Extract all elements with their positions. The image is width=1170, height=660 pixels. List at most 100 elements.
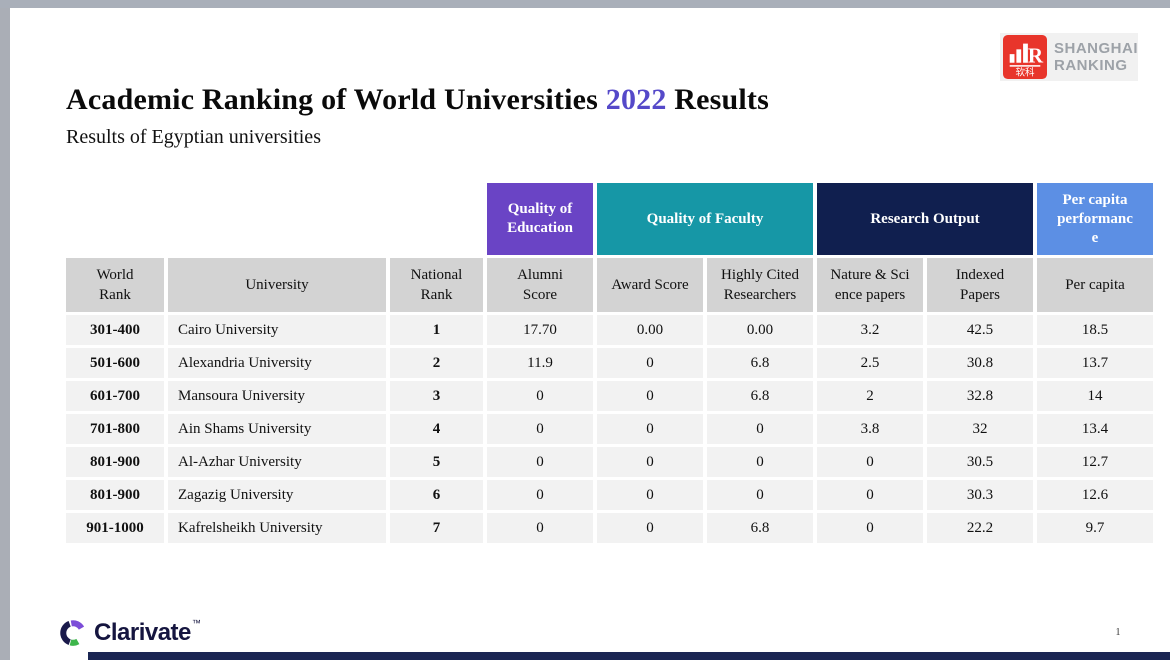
cell-national-rank: 4 (390, 414, 483, 444)
cell-nature-science: 3.8 (817, 414, 923, 444)
category-spacer (390, 183, 483, 255)
table-row: 801-900 Al-Azhar University 5 0 0 0 0 30… (66, 447, 1153, 477)
column-header-nature-science: Nature & Sci ence papers (817, 258, 923, 312)
table-body: 301-400 Cairo University 1 17.70 0.00 0.… (66, 315, 1153, 543)
category-per-capita-performance: Per capita performanc e (1037, 183, 1153, 255)
cell-nature-science: 0 (817, 513, 923, 543)
clarivate-tm: ™ (191, 617, 201, 628)
clarivate-icon (60, 620, 85, 646)
table-row: 801-900 Zagazig University 6 0 0 0 0 30.… (66, 480, 1153, 510)
category-research-output: Research Output (817, 183, 1033, 255)
column-header-alumni-score: Alumni Score (487, 258, 593, 312)
column-header-world-rank: World Rank (66, 258, 164, 312)
column-header-highly-cited: Highly Cited Researchers (707, 258, 813, 312)
cell-alumni-score: 0 (487, 480, 593, 510)
cell-nature-science: 3.2 (817, 315, 923, 345)
cell-per-capita: 14 (1037, 381, 1153, 411)
cell-indexed-papers: 30.5 (927, 447, 1033, 477)
cell-per-capita: 12.7 (1037, 447, 1153, 477)
shanghai-ranking-icon: R 软科 (1003, 35, 1047, 79)
cell-university: Ain Shams University (168, 414, 386, 444)
cell-nature-science: 0 (817, 447, 923, 477)
cell-indexed-papers: 42.5 (927, 315, 1033, 345)
cell-university: Mansoura University (168, 381, 386, 411)
cell-nature-science: 2 (817, 381, 923, 411)
column-header-per-capita: Per capita (1037, 258, 1153, 312)
category-spacer (168, 183, 386, 255)
cell-award-score: 0 (597, 447, 703, 477)
cell-indexed-papers: 30.3 (927, 480, 1033, 510)
cell-award-score: 0 (597, 414, 703, 444)
cell-per-capita: 18.5 (1037, 315, 1153, 345)
cell-indexed-papers: 32 (927, 414, 1033, 444)
page-title: Academic Ranking of World Universities 2… (66, 83, 769, 117)
cell-national-rank: 1 (390, 315, 483, 345)
cell-alumni-score: 17.70 (487, 315, 593, 345)
cell-world-rank: 301-400 (66, 315, 164, 345)
cell-award-score: 0 (597, 513, 703, 543)
cell-alumni-score: 11.9 (487, 348, 593, 378)
column-header-award-score: Award Score (597, 258, 703, 312)
cell-award-score: 0.00 (597, 315, 703, 345)
cell-highly-cited: 6.8 (707, 348, 813, 378)
shanghai-ranking-wordmark: SHANGHAI RANKING (1054, 40, 1138, 74)
cell-award-score: 0 (597, 381, 703, 411)
svg-text:R: R (1028, 44, 1044, 68)
cell-highly-cited: 0 (707, 480, 813, 510)
cell-world-rank: 901-1000 (66, 513, 164, 543)
table-row: 701-800 Ain Shams University 4 0 0 0 3.8… (66, 414, 1153, 444)
category-quality-of-education: Quality of Education (487, 183, 593, 255)
category-header-row: Quality of Education Quality of Faculty … (66, 183, 1153, 255)
cell-university: Kafrelsheikh University (168, 513, 386, 543)
cell-national-rank: 5 (390, 447, 483, 477)
clarivate-wordmark: Clarivate (94, 619, 191, 646)
page-title-suffix: Results (666, 83, 770, 116)
cell-world-rank: 801-900 (66, 447, 164, 477)
cell-alumni-score: 0 (487, 513, 593, 543)
page-subtitle: Results of Egyptian universities (66, 126, 321, 148)
cell-per-capita: 13.4 (1037, 414, 1153, 444)
left-margin-strip (0, 8, 10, 660)
window-top-bar (0, 0, 1170, 8)
table-row: 601-700 Mansoura University 3 0 0 6.8 2 … (66, 381, 1153, 411)
cell-highly-cited: 0 (707, 447, 813, 477)
cell-highly-cited: 0.00 (707, 315, 813, 345)
cell-world-rank: 501-600 (66, 348, 164, 378)
cell-award-score: 0 (597, 348, 703, 378)
cell-award-score: 0 (597, 480, 703, 510)
cell-alumni-score: 0 (487, 414, 593, 444)
ranking-table: Quality of Education Quality of Faculty … (62, 180, 1157, 546)
cell-nature-science: 2.5 (817, 348, 923, 378)
shanghai-ranking-logo: R 软科 SHANGHAI RANKING (1000, 33, 1138, 81)
table-row: 901-1000 Kafrelsheikh University 7 0 0 6… (66, 513, 1153, 543)
cell-per-capita: 9.7 (1037, 513, 1153, 543)
cell-university: Zagazig University (168, 480, 386, 510)
column-header-university: University (168, 258, 386, 312)
cell-world-rank: 801-900 (66, 480, 164, 510)
category-quality-of-faculty: Quality of Faculty (597, 183, 813, 255)
cell-indexed-papers: 30.8 (927, 348, 1033, 378)
shanghai-ranking-line1: SHANGHAI (1054, 40, 1139, 57)
shanghai-ranking-line2: RANKING (1054, 57, 1128, 74)
table-row: 301-400 Cairo University 1 17.70 0.00 0.… (66, 315, 1153, 345)
cell-indexed-papers: 22.2 (927, 513, 1033, 543)
cell-national-rank: 7 (390, 513, 483, 543)
clarivate-logo: Clarivate™ (58, 617, 201, 648)
cell-national-rank: 2 (390, 348, 483, 378)
cell-per-capita: 13.7 (1037, 348, 1153, 378)
page-title-prefix: Academic Ranking of World Universities (66, 83, 606, 116)
cell-national-rank: 6 (390, 480, 483, 510)
table-row: 501-600 Alexandria University 2 11.9 0 6… (66, 348, 1153, 378)
page-title-year: 2022 (605, 83, 667, 116)
cell-nature-science: 0 (817, 480, 923, 510)
cell-alumni-score: 0 (487, 447, 593, 477)
page-number: 1 (1115, 627, 1121, 638)
cell-national-rank: 3 (390, 381, 483, 411)
column-header-row: World Rank University National Rank Alum… (66, 258, 1153, 312)
column-header-national-rank: National Rank (390, 258, 483, 312)
column-header-indexed-papers: Indexed Papers (927, 258, 1033, 312)
cell-world-rank: 601-700 (66, 381, 164, 411)
cell-university: Al-Azhar University (168, 447, 386, 477)
cell-university: Cairo University (168, 315, 386, 345)
